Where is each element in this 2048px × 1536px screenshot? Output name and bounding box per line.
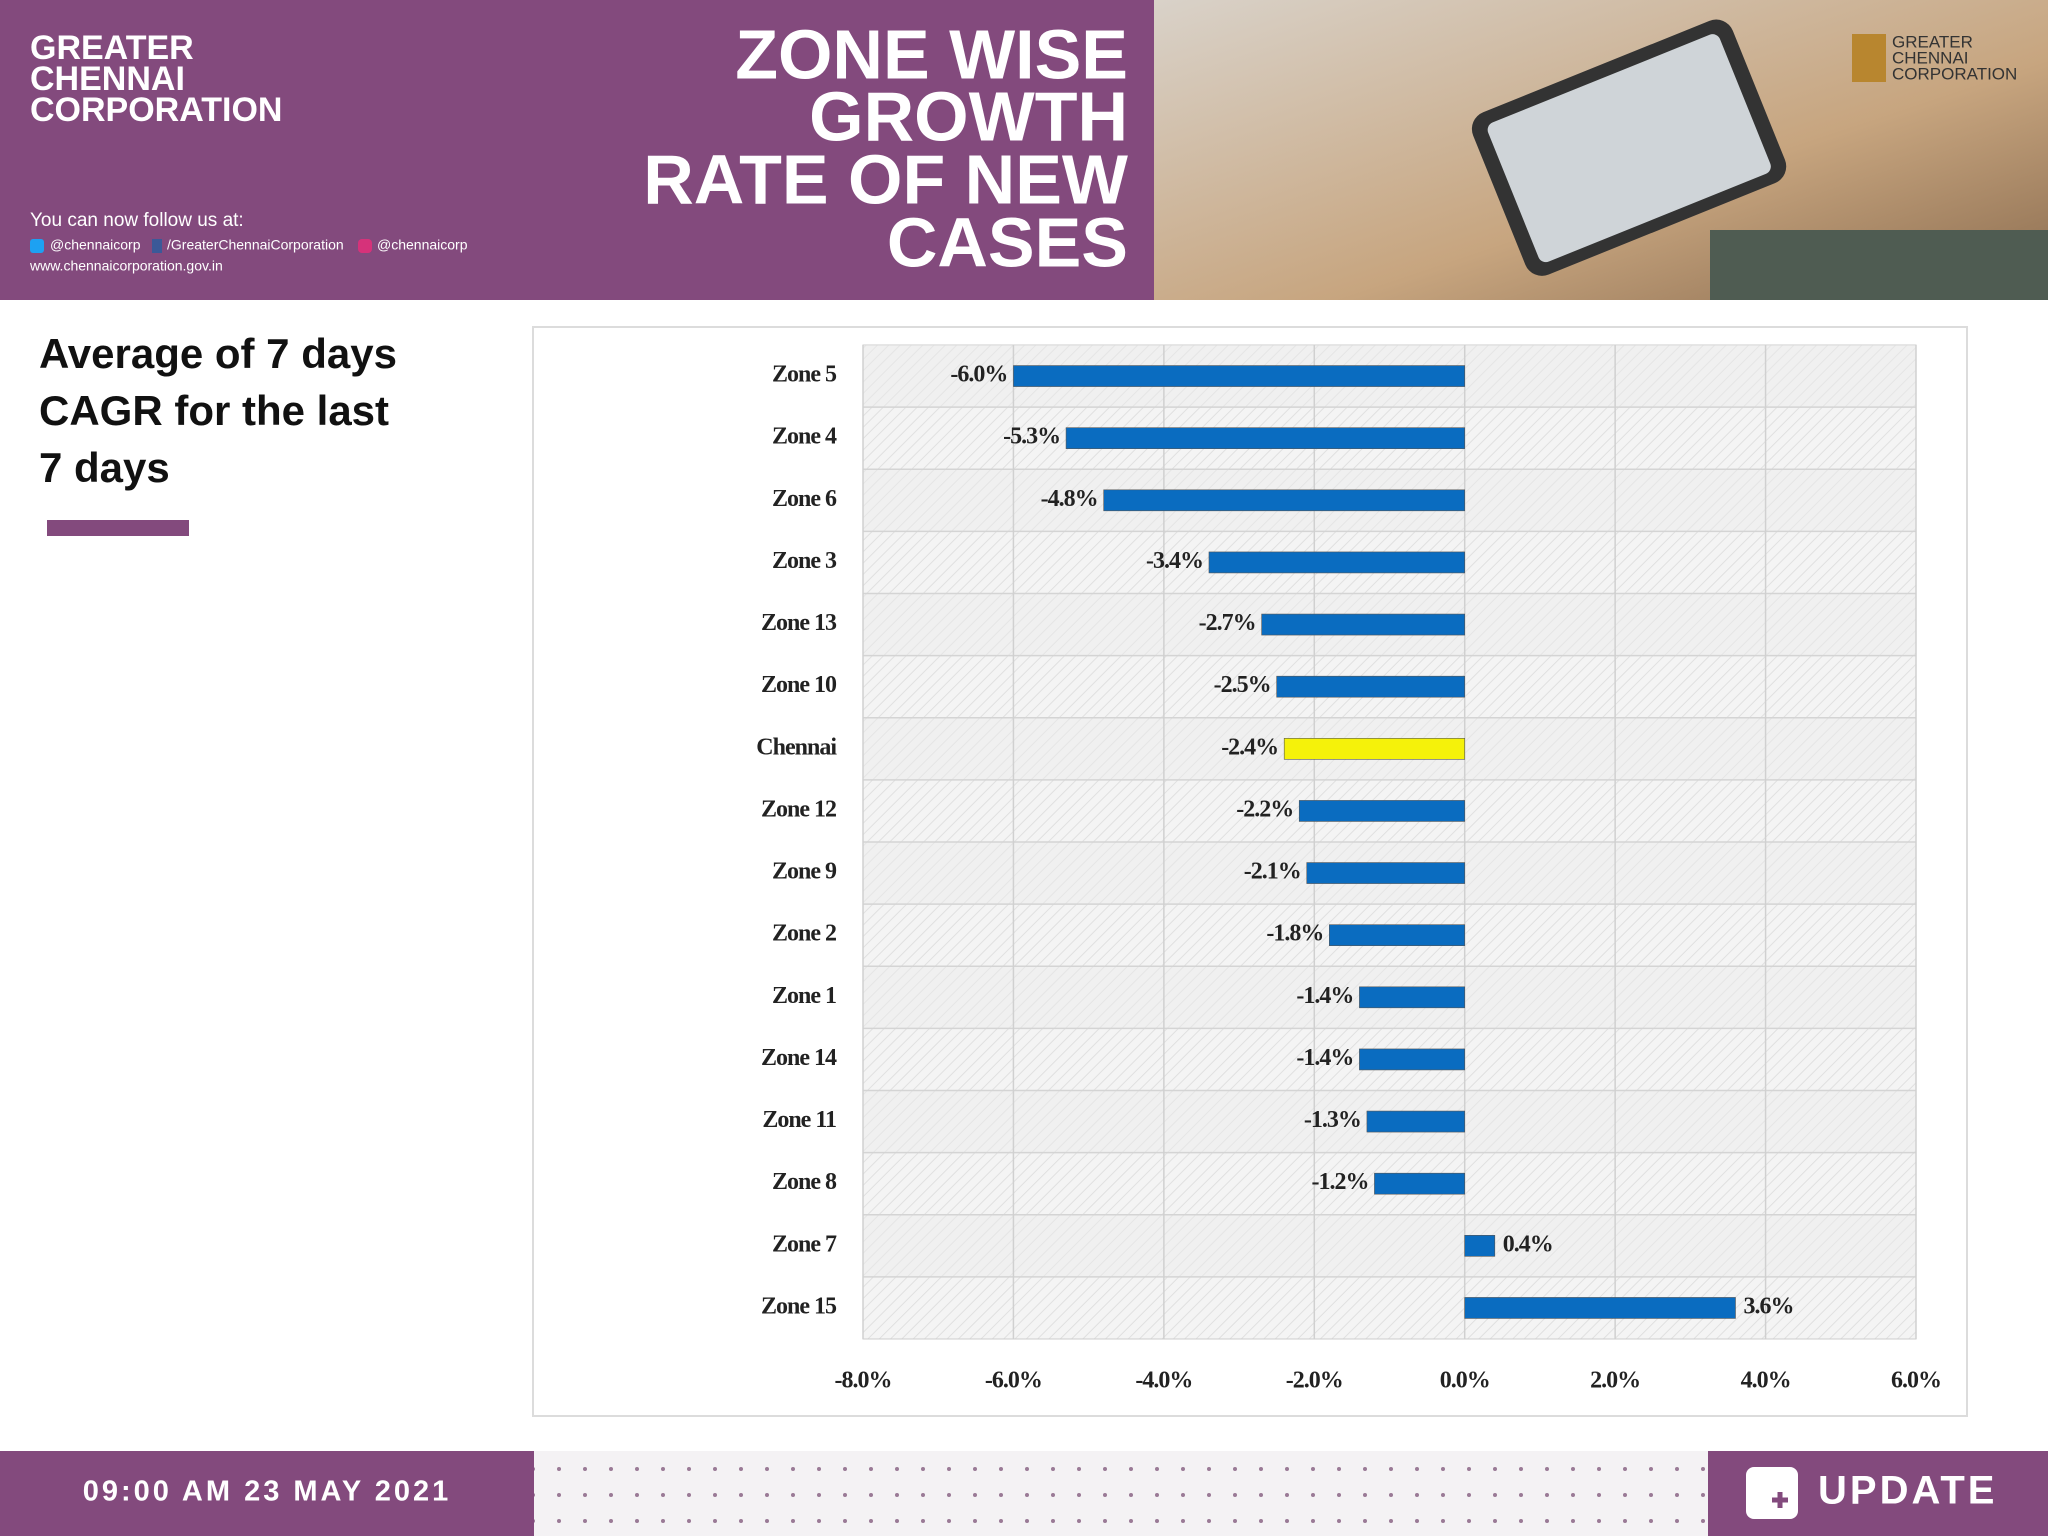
value-label: -2.2% [1236,796,1293,822]
value-label: -1.2% [1311,1169,1368,1195]
footer-date: 09:00 AM 23 MAY 2021 [83,1476,451,1508]
subtitle: CAGR for the last [39,387,389,434]
bar [1464,1297,1736,1319]
logo-text: CHENNAI [1892,48,1969,67]
title: RATE OF NEW [643,140,1128,218]
bar [1065,427,1466,449]
social-handle: @chennaicorp [377,237,468,253]
y-tick-label: Zone 13 [761,610,837,636]
tablet-screen [1487,34,1771,263]
value-label: -1.4% [1296,983,1353,1009]
instagram-icon [358,239,372,253]
org-name: CHENNAI [30,60,185,98]
x-tick-label: -4.0% [1135,1368,1192,1394]
bar [1306,862,1466,884]
value-label: -1.4% [1296,1045,1353,1071]
value-label: 3.6% [1743,1293,1793,1319]
y-tick-label: Zone 10 [761,672,837,698]
y-tick-label: Zone 6 [772,486,837,512]
value-label: -2.5% [1214,672,1271,698]
books [1710,230,2048,300]
y-tick-label: Zone 11 [762,1107,836,1133]
y-tick-label: Zone 7 [772,1231,837,1257]
x-tick-label: -6.0% [985,1368,1042,1394]
bar [1374,1172,1466,1195]
x-tick-label: -8.0% [835,1368,892,1394]
website: www.chennaicorporation.gov.in [29,258,223,274]
value-label: -2.7% [1199,610,1256,636]
bar [1464,1235,1496,1257]
y-tick-label: Zone 2 [772,921,836,947]
y-tick-label: Zone 5 [772,362,837,388]
logo-emblem [1852,34,1886,82]
logo-text: GREATER [1892,32,1973,51]
bar [1298,800,1466,822]
footer-dots [534,1451,1708,1536]
footer-update: UPDATE [1818,1469,1997,1513]
twitter-icon [30,239,44,253]
value-label: -2.4% [1221,734,1278,760]
org-name: GREATER [30,29,194,67]
row-band [863,1214,1916,1277]
y-tick-label: Zone 15 [761,1293,837,1319]
value-label: -1.8% [1266,921,1323,947]
subtitle-underline [47,520,189,536]
bar [1276,675,1466,698]
value-label: -3.4% [1146,548,1203,574]
bar [1359,986,1466,1009]
subtitle: 7 days [39,444,170,491]
subtitle: Average of 7 days [39,330,397,377]
x-tick-label: -2.0% [1286,1368,1343,1394]
y-tick-label: Zone 9 [772,859,837,885]
x-tick-label: 2.0% [1590,1368,1640,1394]
title: GROWTH [809,77,1128,155]
bar [1208,551,1466,574]
update-icon [1746,1467,1798,1519]
value-label: -2.1% [1244,859,1301,885]
facebook-icon [152,239,162,253]
footer-date-box [0,1451,534,1536]
update-icon-plus [1772,1492,1788,1508]
value-label: -5.3% [1003,424,1060,450]
logo-text: CORPORATION [1892,64,2017,83]
org-name: CORPORATION [30,91,282,129]
y-tick-label: Zone 3 [772,548,837,574]
y-tick-label: Zone 8 [772,1169,837,1195]
social-handle: /GreaterChennaiCorporation [167,237,344,253]
x-tick-label: 0.0% [1440,1368,1490,1394]
y-tick-label: Zone 1 [772,983,836,1009]
title: CASES [887,203,1128,281]
bar [1103,489,1466,512]
x-tick-label: 6.0% [1891,1368,1941,1394]
header-band [0,0,1154,300]
social-handle: @chennaicorp [50,237,141,253]
bar [1013,365,1466,387]
value-label: 0.4% [1503,1231,1553,1257]
bar [1329,924,1466,946]
y-tick-label: Zone 14 [761,1045,837,1071]
value-label: -1.3% [1304,1107,1361,1133]
value-label: -6.0% [950,362,1007,388]
x-tick-label: 4.0% [1741,1368,1791,1394]
y-tick-label: Zone 12 [761,796,836,822]
bar [1283,738,1466,760]
y-tick-label: Zone 4 [772,424,837,450]
title: ZONE WISE [735,15,1128,93]
bar [1261,613,1466,636]
value-label: -4.8% [1041,486,1098,512]
y-tick-label: Chennai [756,734,837,760]
bar [1366,1110,1466,1133]
bar [1359,1048,1466,1071]
follow-text: You can now follow us at: [30,210,244,231]
